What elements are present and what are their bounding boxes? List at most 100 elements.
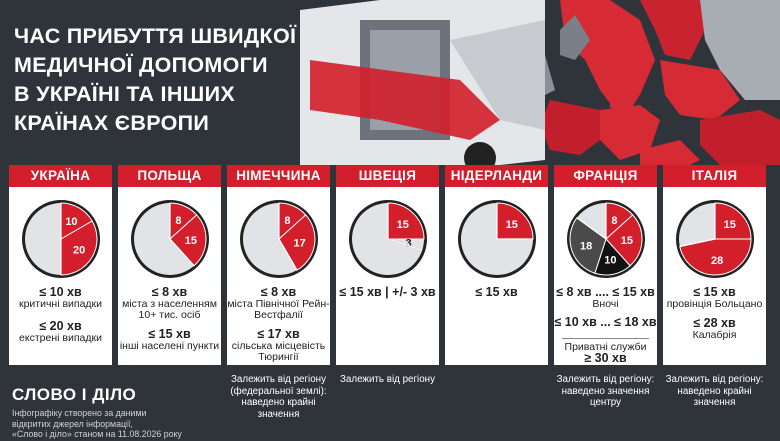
country-card: 8 15 ≤ 8 хв міста з населенням 10+ тис. осі… bbox=[118, 187, 221, 365]
slice-label: 10 bbox=[65, 216, 77, 228]
slice-label: 15 bbox=[620, 235, 632, 247]
page-title: ЧАС ПРИБУТТЯ ШВИДКОЇ МЕДИЧНОЇ ДОПОМОГИ В… bbox=[14, 22, 314, 138]
time-description: міста з населенням 10+ тис. осіб bbox=[122, 297, 217, 321]
country-card: 10 20 ≤ 10 хв критичні випадки ≤ 20 хв екстре… bbox=[9, 187, 112, 365]
clock-slice bbox=[604, 214, 642, 267]
slice-label: 3 bbox=[405, 237, 411, 249]
time-description: сільська місцевість Тюрингії bbox=[231, 339, 326, 363]
arrival-time-text: ≤ 28 хв Калабрія bbox=[663, 316, 766, 341]
time-value: ≤ 15 хв bbox=[693, 285, 736, 299]
country-card: 15 ≤ 15 хв bbox=[445, 187, 548, 365]
time-value: ≤ 8 хв bbox=[151, 285, 188, 299]
country-card: 15 3 ≤ 15 хв | +/- 3 хв bbox=[336, 187, 439, 365]
clock-slice bbox=[60, 220, 97, 276]
slice-label: 18 bbox=[580, 240, 592, 252]
slice-label: 15 bbox=[723, 219, 735, 231]
time-description: екстрені випадки bbox=[19, 331, 102, 344]
time-description: провінція Больцано bbox=[666, 297, 763, 310]
time-value: ≤ 15 хв bbox=[475, 285, 518, 299]
slice-label: 15 bbox=[505, 219, 517, 231]
logo: СЛОВО І ДІЛО bbox=[12, 385, 137, 404]
credit-text: Інфографіку створено за даними відкритих… bbox=[12, 408, 182, 439]
country-header: ПОЛЬЩА bbox=[118, 165, 221, 187]
time-value: ≤ 17 хв bbox=[257, 327, 300, 341]
clock-hand bbox=[169, 238, 195, 267]
time-description: критичні випадки bbox=[18, 297, 103, 310]
clock-chart: 815 bbox=[130, 200, 209, 278]
arrival-time-text: ≤ 20 хв екстрені випадки bbox=[9, 319, 112, 344]
clock-slice bbox=[387, 202, 425, 240]
time-description: Калабрія bbox=[692, 328, 737, 341]
arrival-time-text: ≥ 30 хв bbox=[554, 351, 657, 365]
arrival-time-text: ≤ 10 хв критичні випадки bbox=[9, 285, 112, 310]
clock-hand bbox=[679, 238, 715, 248]
arrival-time-text: Приватні служби bbox=[554, 341, 657, 354]
divider bbox=[562, 338, 649, 339]
slice-label: 15 bbox=[396, 219, 408, 231]
slice-label: 8 bbox=[284, 215, 290, 227]
clock-hand bbox=[277, 238, 298, 271]
arrival-time-text: ≤ 15 хв провінція Больцано bbox=[663, 285, 766, 310]
slice-label: 28 bbox=[711, 255, 723, 267]
country-header: ФРАНЦІЯ bbox=[554, 165, 657, 187]
clock-slice bbox=[277, 214, 315, 271]
arrival-time-text: ≤ 15 хв | +/- 3 хв bbox=[336, 285, 439, 299]
time-value: ≤ 20 хв bbox=[39, 319, 82, 333]
country-card: 8 15 10 18 ≤ 8 хв .... ≤ 15 хв Вночі ≤ 10 хв .… bbox=[554, 187, 657, 365]
slice-label: 20 bbox=[72, 244, 84, 256]
slice-label: 17 bbox=[293, 237, 305, 249]
footnote: Залежить від регіону bbox=[340, 374, 435, 385]
time-value: ≤ 28 хв bbox=[693, 316, 736, 330]
slice-label: 15 bbox=[184, 235, 196, 247]
country-header: НІМЕЧЧИНА bbox=[227, 165, 330, 187]
clock-chart: 815 10 18 bbox=[566, 200, 645, 278]
country-header: НІДЕРЛАНДИ bbox=[445, 165, 548, 187]
ambulance-illustration bbox=[300, 0, 545, 174]
time-description: інші населені пункти bbox=[119, 339, 220, 352]
arrival-time-text: ≤ 15 хв bbox=[445, 285, 548, 299]
clock-chart: 15 bbox=[457, 200, 536, 278]
clock-hand bbox=[387, 238, 422, 251]
title-line: В УКРАЇНІ ТА ІНШИХ bbox=[14, 82, 235, 106]
slice-label: 10 bbox=[604, 254, 616, 266]
time-value: ≤ 15 хв | +/- 3 хв bbox=[339, 285, 436, 299]
country-header: ІТАЛІЯ bbox=[663, 165, 766, 187]
europe-map bbox=[520, 0, 780, 165]
arrival-time-text: ≤ 15 хв інші населені пункти bbox=[118, 327, 221, 352]
time-value: ≤ 10 хв bbox=[39, 285, 82, 299]
time-description: Вночі bbox=[592, 297, 619, 310]
arrival-time-text: ≤ 17 хв сільська місцевість Тюрингії bbox=[227, 327, 330, 364]
time-value: ≥ 30 хв bbox=[584, 351, 627, 365]
clock-slice bbox=[496, 202, 534, 240]
clock-slice bbox=[569, 217, 607, 274]
arrival-time-text: ≤ 8 хв міста Північної Рейн-Вестфалії bbox=[227, 285, 330, 322]
slice-label: 8 bbox=[611, 215, 617, 227]
slice-label: 8 bbox=[175, 215, 181, 227]
time-value: ≤ 15 хв bbox=[148, 327, 191, 341]
title-line: ЧАС ПРИБУТТЯ ШВИДКОЇ bbox=[14, 24, 297, 48]
time-description: міста Північної Рейн-Вестфалії bbox=[227, 297, 330, 321]
country-card: 15 28 ≤ 15 хв провінція Больцано ≤ 28 хв Кала… bbox=[663, 187, 766, 365]
clock-slice bbox=[168, 214, 206, 267]
arrival-time-text: ≤ 8 хв .... ≤ 15 хв Вночі bbox=[554, 285, 657, 310]
arrival-time-text: ≤ 10 хв ... ≤ 18 хв bbox=[554, 315, 657, 329]
country-header: ШВЕЦІЯ bbox=[336, 165, 439, 187]
title-line: МЕДИЧНОЇ ДОПОМОГИ bbox=[14, 53, 268, 77]
footnote: Залежить від регіону (федеральної землі)… bbox=[230, 374, 327, 420]
time-value: ≤ 8 хв .... ≤ 15 хв bbox=[556, 285, 655, 299]
time-description: Приватні служби bbox=[564, 341, 647, 353]
country-header: УКРАЇНА bbox=[9, 165, 112, 187]
clock-slice bbox=[714, 202, 752, 240]
clock-chart: 10 20 bbox=[21, 200, 100, 278]
clock-hand bbox=[576, 217, 606, 240]
time-value: ≤ 8 хв bbox=[260, 285, 297, 299]
arrival-time-text: ≤ 8 хв міста з населенням 10+ тис. осіб bbox=[118, 285, 221, 322]
footnote: Залежить від регіону: наведено значення … bbox=[556, 374, 655, 408]
footnote: Залежить від регіону: наведено крайні зн… bbox=[665, 374, 764, 408]
time-value: ≤ 10 хв ... ≤ 18 хв bbox=[554, 315, 657, 329]
title-line: КРАЇНАХ ЄВРОПИ bbox=[14, 111, 210, 135]
clock-chart: 817 bbox=[239, 200, 318, 278]
clock-chart: 15 3 bbox=[348, 200, 427, 278]
country-card: 8 17 ≤ 8 хв міста Північної Рейн-Вестфалії ≤… bbox=[227, 187, 330, 365]
